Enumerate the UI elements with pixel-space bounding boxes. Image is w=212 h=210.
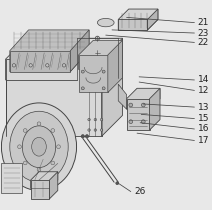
- Circle shape: [23, 161, 27, 165]
- Circle shape: [94, 118, 97, 121]
- Polygon shape: [79, 55, 108, 92]
- Circle shape: [37, 168, 41, 172]
- Polygon shape: [118, 20, 148, 30]
- Polygon shape: [49, 172, 58, 199]
- Circle shape: [85, 135, 89, 138]
- Ellipse shape: [32, 137, 46, 156]
- Circle shape: [81, 87, 84, 90]
- Circle shape: [100, 129, 103, 131]
- Bar: [1, 163, 22, 193]
- Circle shape: [23, 129, 27, 132]
- Polygon shape: [6, 59, 102, 136]
- Circle shape: [57, 145, 60, 149]
- Circle shape: [12, 64, 16, 67]
- Circle shape: [129, 103, 133, 107]
- Circle shape: [102, 70, 105, 73]
- Circle shape: [95, 51, 99, 55]
- Text: 12: 12: [198, 86, 209, 95]
- Polygon shape: [70, 30, 89, 72]
- Text: 22: 22: [198, 38, 209, 47]
- Polygon shape: [6, 38, 123, 80]
- Polygon shape: [10, 51, 70, 72]
- Circle shape: [37, 122, 41, 126]
- Circle shape: [18, 145, 21, 149]
- Circle shape: [141, 103, 145, 107]
- Circle shape: [51, 161, 55, 165]
- Polygon shape: [148, 9, 158, 30]
- Polygon shape: [102, 38, 123, 136]
- Circle shape: [46, 64, 49, 67]
- Circle shape: [116, 182, 119, 185]
- Circle shape: [81, 135, 84, 138]
- Ellipse shape: [1, 103, 77, 190]
- Circle shape: [141, 120, 145, 123]
- Circle shape: [100, 118, 103, 121]
- Circle shape: [94, 129, 97, 131]
- Polygon shape: [31, 180, 49, 199]
- Circle shape: [81, 70, 84, 73]
- Text: 13: 13: [198, 103, 209, 112]
- Circle shape: [51, 129, 55, 132]
- Text: 21: 21: [198, 18, 209, 27]
- Circle shape: [88, 129, 90, 131]
- Text: 15: 15: [198, 114, 209, 123]
- Circle shape: [102, 87, 105, 90]
- Text: 14: 14: [198, 75, 209, 84]
- Polygon shape: [108, 40, 123, 92]
- Polygon shape: [149, 88, 160, 130]
- Circle shape: [62, 64, 66, 67]
- Text: 16: 16: [198, 125, 209, 134]
- Text: 23: 23: [198, 29, 209, 38]
- Ellipse shape: [97, 18, 114, 27]
- Circle shape: [95, 36, 99, 40]
- Circle shape: [129, 120, 133, 123]
- Polygon shape: [118, 84, 127, 109]
- Polygon shape: [127, 99, 149, 130]
- Text: 26: 26: [134, 187, 145, 196]
- Polygon shape: [10, 30, 89, 72]
- Polygon shape: [118, 9, 158, 30]
- Polygon shape: [31, 172, 58, 188]
- Polygon shape: [79, 40, 123, 70]
- Circle shape: [88, 118, 90, 121]
- Ellipse shape: [10, 111, 68, 182]
- Polygon shape: [127, 88, 160, 109]
- Text: 17: 17: [198, 136, 209, 145]
- Ellipse shape: [22, 126, 56, 168]
- Circle shape: [29, 64, 32, 67]
